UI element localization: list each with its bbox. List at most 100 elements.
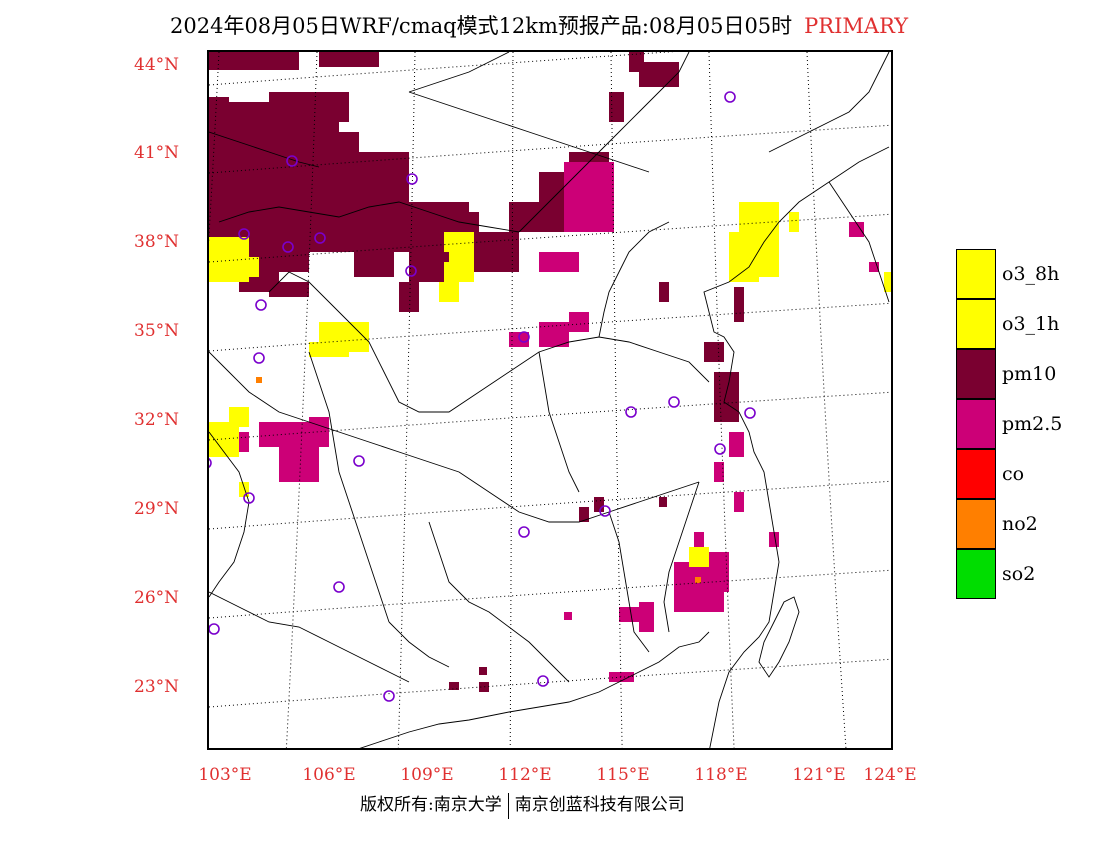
- station-marker: [282, 241, 294, 253]
- pollution-cell: [259, 132, 359, 162]
- station-marker: [406, 173, 418, 185]
- longitude-label: 124°E: [863, 765, 917, 785]
- pollution-cell: [609, 92, 624, 122]
- pollution-cell: [734, 492, 744, 512]
- longitude-label: 118°E: [694, 765, 748, 785]
- legend-swatch: [956, 399, 996, 449]
- pollution-cell: [564, 612, 572, 620]
- legend-swatch: [956, 349, 996, 399]
- title-main: 2024年08月05日WRF/cmaq模式12km预报产品:08月05日05时: [170, 14, 793, 38]
- forecast-map[interactable]: [207, 50, 893, 750]
- station-marker: [253, 352, 265, 364]
- pollution-cell: [704, 342, 724, 362]
- legend-swatch: [956, 449, 996, 499]
- legend-item: no2: [956, 499, 1096, 549]
- boundary-line: [359, 631, 710, 748]
- station-marker: [209, 458, 212, 468]
- pollution-cell: [714, 462, 724, 482]
- boundary-line: [703, 146, 890, 748]
- boundary-line: [663, 481, 700, 633]
- pollution-cell: [209, 52, 299, 70]
- latitude-gridline: [209, 52, 676, 86]
- pollution-cell: [659, 497, 667, 507]
- boundary-line: [768, 52, 890, 153]
- longitude-gridline: [806, 52, 847, 748]
- station-marker: [537, 675, 549, 687]
- station-marker: [724, 91, 736, 103]
- boundary-line: [538, 351, 580, 493]
- legend-label: so2: [1002, 563, 1036, 585]
- boundary-line: [598, 221, 670, 338]
- station-marker: [255, 299, 267, 311]
- legend-label: no2: [1002, 513, 1038, 535]
- pollution-cell: [209, 97, 229, 117]
- longitude-gridline: [397, 52, 416, 748]
- boundary-line: [209, 351, 460, 473]
- copyright-left: 版权所有:南京大学: [360, 795, 502, 815]
- latitude-label: 23°N: [134, 677, 180, 697]
- pollution-cell: [629, 52, 644, 72]
- station-marker: [333, 581, 345, 593]
- legend-label: co: [1002, 463, 1025, 485]
- pollution-cell: [269, 222, 309, 272]
- pollution-cell: [349, 172, 409, 212]
- latitude-label: 35°N: [134, 321, 180, 341]
- pollution-cell: [594, 497, 604, 512]
- pollution-cell: [449, 682, 459, 690]
- boundary-line: [608, 511, 650, 653]
- pollution-cell: [689, 547, 709, 567]
- legend-label: o3_1h: [1002, 313, 1060, 335]
- legend-swatch: [956, 549, 996, 599]
- legend-item: pm2.5: [956, 399, 1096, 449]
- pollution-cell: [229, 257, 259, 277]
- pollution-cell: [639, 62, 679, 87]
- pollution-cell: [239, 482, 249, 497]
- pollution-cell: [769, 532, 779, 547]
- pollution-cell: [734, 287, 744, 322]
- station-marker: [518, 331, 530, 343]
- copyright-right: 南京创蓝科技有限公司: [514, 795, 685, 815]
- legend-swatch: [956, 499, 996, 549]
- legend-item: so2: [956, 549, 1096, 599]
- pollution-cell: [444, 232, 474, 252]
- pollution-cell: [309, 342, 349, 357]
- legend-item: co: [956, 449, 1096, 499]
- pollution-cell: [354, 217, 394, 277]
- pollution-layer: [209, 52, 891, 692]
- station-marker: [625, 406, 637, 418]
- boundary-line: [758, 596, 800, 678]
- pollution-cell: [539, 252, 579, 272]
- title-tag: PRIMARY: [804, 14, 909, 38]
- longitude-label: 106°E: [302, 765, 356, 785]
- pollution-cell: [659, 282, 669, 302]
- pollution-cell: [319, 52, 379, 67]
- station-marker: [209, 623, 220, 635]
- pollution-cell: [309, 417, 329, 447]
- longitude-label: 112°E: [498, 765, 552, 785]
- latitude-label: 26°N: [134, 588, 180, 608]
- pollution-cell: [884, 272, 891, 292]
- pollution-cell: [729, 432, 744, 457]
- latitude-label: 29°N: [134, 499, 180, 519]
- boundary-line: [388, 621, 450, 668]
- legend-item: o3_8h: [956, 249, 1096, 299]
- pollution-cell: [256, 377, 262, 383]
- station-marker: [668, 396, 680, 408]
- latitude-label: 44°N: [134, 55, 180, 75]
- footer-divider: [507, 792, 509, 819]
- station-marker: [286, 155, 298, 167]
- boundary-line: [428, 521, 570, 683]
- latitude-gridline: [209, 569, 891, 619]
- boundary-line: [458, 471, 700, 523]
- pollution-cell: [469, 232, 519, 272]
- boundary-line: [308, 351, 390, 623]
- legend-label: pm10: [1002, 363, 1057, 385]
- longitude-gridline: [610, 52, 623, 748]
- boundary-line: [209, 131, 320, 168]
- boundary-line: [218, 201, 520, 233]
- pollution-cell: [594, 187, 614, 207]
- pollution-cell: [539, 322, 569, 347]
- station-marker: [238, 228, 250, 240]
- latitude-gridline: [209, 658, 891, 708]
- station-marker: [243, 492, 255, 504]
